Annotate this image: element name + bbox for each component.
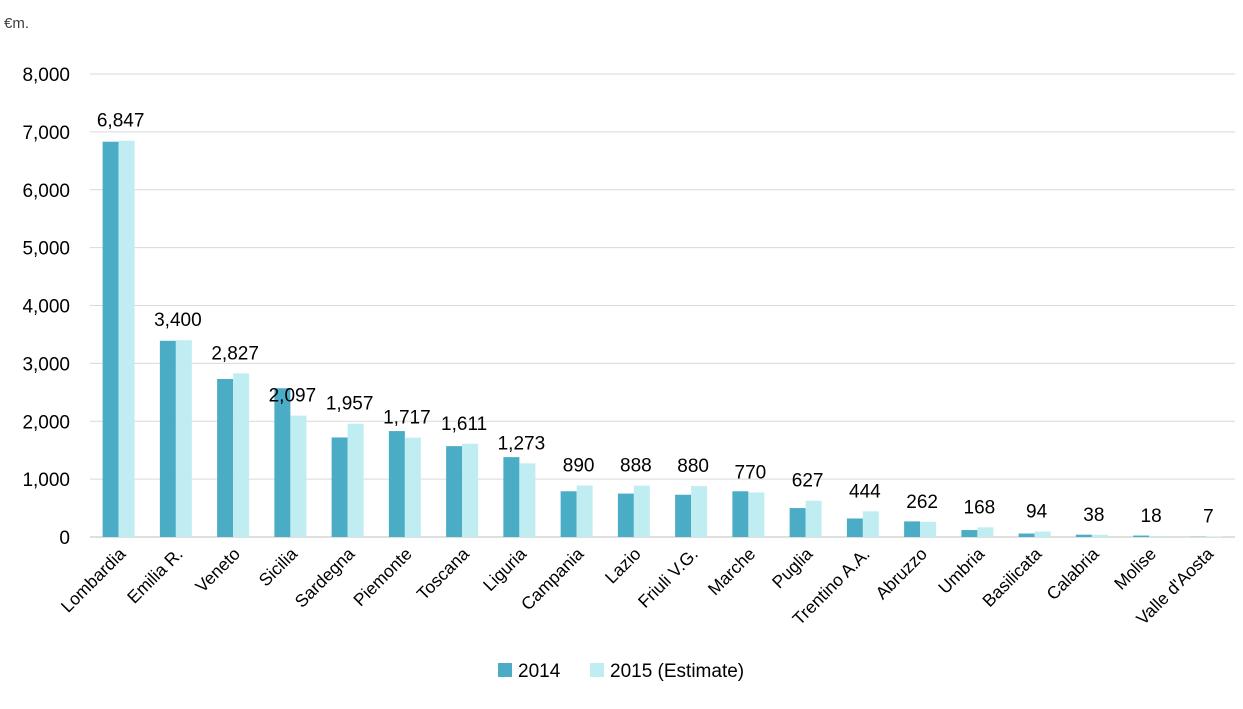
data-label: 888 bbox=[620, 456, 652, 477]
x-tick-label: Molise bbox=[1110, 544, 1160, 594]
y-tick-label: 6,000 bbox=[22, 181, 70, 202]
data-label: 627 bbox=[792, 471, 824, 492]
bar-2014 bbox=[904, 521, 921, 537]
bar-2015-estimate bbox=[1091, 534, 1108, 537]
y-tick-label: 4,000 bbox=[22, 297, 70, 318]
bar-2014 bbox=[388, 431, 405, 537]
x-tick-label: Calabria bbox=[1042, 544, 1102, 604]
y-tick-label: 0 bbox=[59, 528, 70, 549]
legend: 2014 2015 (Estimate) bbox=[498, 661, 744, 682]
data-label: 94 bbox=[1026, 502, 1048, 523]
bar-2015-estimate bbox=[290, 415, 307, 537]
bar-2014 bbox=[331, 437, 348, 537]
bar-2014 bbox=[560, 491, 577, 537]
data-labels: 6,847 3,400 2,827 2,097 1,957 1,717 1,611 1,273… bbox=[97, 111, 1214, 528]
data-label: 2,827 bbox=[211, 343, 259, 364]
bar-2015-estimate bbox=[233, 373, 250, 537]
bar-2015-estimate bbox=[118, 140, 135, 538]
x-tick-label: Lazio bbox=[601, 544, 645, 588]
gridlines bbox=[90, 73, 1235, 538]
bar-2015-estimate bbox=[519, 463, 536, 537]
bar-2015-estimate bbox=[633, 485, 650, 537]
x-tick-label: Basilicata bbox=[978, 544, 1045, 611]
data-label: 262 bbox=[906, 492, 938, 513]
data-label: 18 bbox=[1141, 506, 1162, 527]
data-label: 38 bbox=[1083, 505, 1104, 526]
bar-2014 bbox=[217, 379, 234, 537]
data-label: 770 bbox=[735, 462, 767, 483]
bar-2015-estimate bbox=[862, 511, 879, 537]
bar-2015-estimate bbox=[977, 527, 994, 537]
x-tick-label: Puglia bbox=[768, 544, 817, 593]
y-tick-label: 8,000 bbox=[22, 65, 70, 86]
bar-2015-estimate bbox=[404, 437, 421, 537]
x-tick-label: Abruzzo bbox=[871, 544, 931, 604]
bar-2014 bbox=[1018, 533, 1035, 537]
data-label: 168 bbox=[964, 497, 996, 518]
bar-2015-estimate bbox=[691, 486, 708, 537]
x-tick-label: Friuli V.G. bbox=[634, 544, 702, 612]
bar-2015-estimate bbox=[1034, 531, 1051, 537]
data-label: 1,717 bbox=[383, 408, 431, 429]
x-tick-label: Sardegna bbox=[291, 544, 359, 612]
bar-2014 bbox=[789, 508, 806, 537]
x-tick-label: Veneto bbox=[191, 544, 244, 597]
bar-2015-estimate bbox=[805, 500, 822, 537]
data-label: 6,847 bbox=[97, 111, 145, 132]
bar-2015-estimate bbox=[175, 340, 192, 537]
data-label: 1,273 bbox=[498, 433, 546, 454]
legend-swatch-2015-estimate bbox=[590, 663, 604, 677]
y-tick-label: 2,000 bbox=[22, 412, 70, 433]
bar-2015-estimate bbox=[748, 492, 765, 537]
legend-swatch-2014 bbox=[498, 663, 512, 677]
data-label: 880 bbox=[677, 456, 709, 477]
data-label: 890 bbox=[563, 455, 595, 476]
data-label: 2,097 bbox=[269, 386, 317, 407]
legend-label-2014: 2014 bbox=[518, 661, 561, 682]
legend-label-2015-estimate: 2015 (Estimate) bbox=[610, 661, 744, 682]
bar-2014 bbox=[675, 494, 692, 537]
x-tick-label: Lombardia bbox=[57, 544, 130, 617]
x-tick-label: Umbria bbox=[934, 544, 988, 598]
x-tick-label: Toscana bbox=[413, 544, 473, 604]
bar-2014 bbox=[846, 518, 863, 537]
bar-2014 bbox=[617, 493, 634, 537]
bar-2015-estimate bbox=[462, 443, 479, 537]
x-tick-label: Emilia R. bbox=[123, 544, 187, 608]
bar-2015-estimate bbox=[920, 521, 937, 537]
x-tick-label: Sicilia bbox=[255, 544, 302, 591]
bar-2014 bbox=[961, 530, 978, 537]
y-tick-label: 1,000 bbox=[22, 470, 70, 491]
data-label: 7 bbox=[1203, 507, 1214, 528]
x-tick-label: Marche bbox=[704, 544, 759, 599]
bar-2014 bbox=[732, 491, 749, 537]
bars bbox=[102, 140, 1223, 538]
y-tick-label: 3,000 bbox=[22, 354, 70, 375]
bar-2015-estimate bbox=[576, 485, 593, 537]
bar-2015-estimate bbox=[1149, 535, 1166, 537]
bar-2014 bbox=[503, 457, 520, 537]
x-tick-label: Piemonte bbox=[349, 544, 415, 610]
y-tick-label: 5,000 bbox=[22, 239, 70, 260]
unit-label: €m. bbox=[4, 15, 29, 32]
data-label: 444 bbox=[849, 481, 881, 502]
data-label: 3,400 bbox=[154, 310, 202, 331]
x-tick-label: Campania bbox=[517, 544, 588, 615]
bar-2014 bbox=[274, 388, 291, 537]
bar-2014 bbox=[1075, 534, 1092, 537]
y-tick-label: 7,000 bbox=[22, 123, 70, 144]
bar-2015-estimate bbox=[347, 423, 364, 537]
y-axis-ticks: 0 1,000 2,000 3,000 4,000 5,000 6,000 7,000 8,00… bbox=[22, 65, 70, 549]
x-tick-label: Liguria bbox=[479, 544, 530, 595]
bar-2014 bbox=[159, 340, 176, 537]
data-label: 1,957 bbox=[326, 394, 374, 415]
bar-2014 bbox=[102, 141, 119, 537]
bar-2014 bbox=[1133, 535, 1150, 537]
bar-2014 bbox=[446, 446, 463, 537]
data-label: 1,611 bbox=[441, 414, 487, 435]
